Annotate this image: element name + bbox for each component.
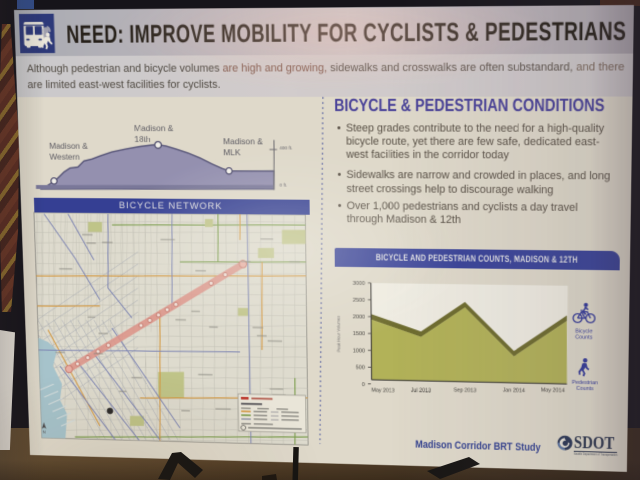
svg-text:3000: 3000 xyxy=(353,281,365,287)
svg-text:Peak Hour Volumes: Peak Hour Volumes xyxy=(336,316,341,352)
svg-text:2000: 2000 xyxy=(353,314,365,320)
svg-text:PedestrianCounts: PedestrianCounts xyxy=(572,380,598,393)
svg-text:1000: 1000 xyxy=(353,348,365,354)
svg-text:N: N xyxy=(43,430,46,435)
svg-text:Sep 2013: Sep 2013 xyxy=(454,388,477,395)
svg-text:Jul 2013: Jul 2013 xyxy=(411,388,431,394)
svg-text:0: 0 xyxy=(362,382,365,388)
svg-text:1500: 1500 xyxy=(353,331,365,337)
svg-text:500: 500 xyxy=(356,365,365,371)
svg-text:Jan 2014: Jan 2014 xyxy=(503,388,525,395)
svg-text:2500: 2500 xyxy=(353,298,365,304)
svg-text:BicycleCounts: BicycleCounts xyxy=(575,329,593,341)
svg-text:May 2013: May 2013 xyxy=(371,388,394,394)
svg-text:May 2014: May 2014 xyxy=(541,388,565,395)
